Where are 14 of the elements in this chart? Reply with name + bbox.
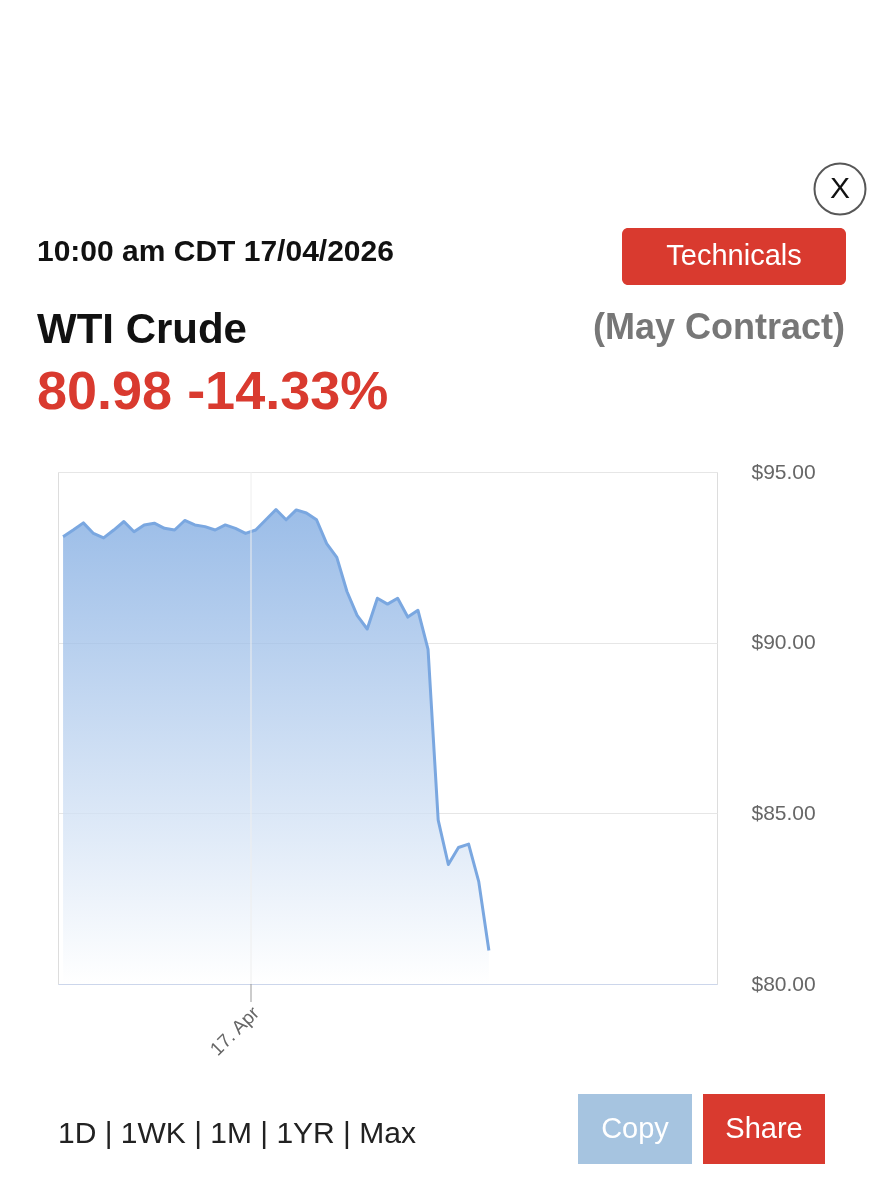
- chart-title: WTI Crude: [37, 305, 247, 352]
- chart-subtitle: (May Contract): [592, 306, 845, 347]
- text: 10:00 am CDT 17/04/2026: [37, 234, 394, 267]
- text: 80.98 -14.33%: [37, 360, 389, 420]
- y-tick-label: $90.00: [751, 630, 816, 654]
- text: 1D | 1WK | 1M | 1YR | Max: [58, 1116, 416, 1149]
- text: 17. Apr: [205, 1001, 264, 1060]
- text: Copy: [601, 1112, 670, 1144]
- text: X: [829, 171, 851, 204]
- text: Share: [725, 1112, 803, 1144]
- y-tick-label: $80.00: [751, 971, 816, 995]
- text: Technicals: [666, 239, 802, 271]
- y-tick-label: $85.00: [751, 800, 816, 824]
- y-tick-label: $95.00: [751, 459, 816, 483]
